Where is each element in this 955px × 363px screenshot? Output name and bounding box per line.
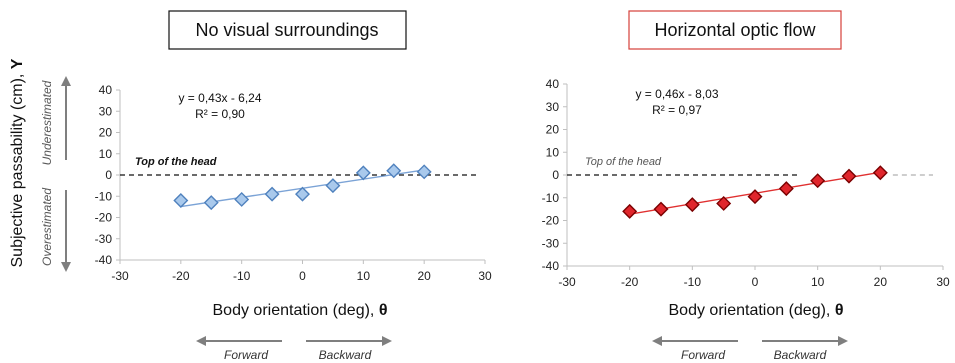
chart-2-y-tick-label: -20: [542, 214, 560, 228]
underestimated-label: Underestimated: [40, 80, 54, 165]
overestimated-arrow: [61, 190, 71, 272]
chart-1-y-tick-label: 40: [99, 83, 113, 97]
chart-1-y-tick-label: 20: [99, 126, 113, 140]
chart-2-x-tick-label: 20: [874, 275, 888, 289]
chart-2-data-point: [843, 170, 856, 183]
chart-1-title: No visual surroundings: [195, 20, 378, 40]
chart-1-backward-label: Backward: [319, 348, 372, 362]
chart-1-data-point: [235, 193, 248, 206]
chart-2-y-tick-label: 40: [546, 77, 560, 91]
chart-2-forward-label: Forward: [681, 348, 725, 362]
chart-1-data-point: [357, 166, 370, 179]
chart-2-title: Horizontal optic flow: [654, 20, 816, 40]
chart-2-x-tick-label: -30: [558, 275, 576, 289]
chart-2-r-squared: R² = 0,97: [652, 103, 702, 117]
chart-2-data-point: [780, 182, 793, 195]
chart-1-backward-arrow: [306, 336, 392, 346]
chart-2-y-tick-label: 20: [546, 123, 560, 137]
chart-1-x-tick-label: -30: [111, 269, 129, 283]
chart-1-y-tick-label: 10: [99, 147, 113, 161]
chart-1-equation: y = 0,43x - 6,24: [178, 91, 261, 105]
chart-1-no-visual-surroundings: 40 30 20 10 0 -10 -20 -30 -40 -30 -20 -10 0 10 20 30 Top…: [95, 83, 492, 283]
chart-1-data-point: [266, 188, 279, 201]
chart-1-r-squared: R² = 0,90: [195, 107, 245, 121]
overestimated-label: Overestimated: [40, 188, 54, 266]
chart-1-data-point: [418, 165, 431, 178]
chart-2-x-tick-label: 0: [752, 275, 759, 289]
chart-2-data-point: [811, 174, 824, 187]
chart-2-y-tick-label: 30: [546, 100, 560, 114]
chart-2-x-tick-label: -20: [621, 275, 639, 289]
chart-2-y-tick-label: -10: [542, 191, 560, 205]
chart-1-x-tick-label: -10: [233, 269, 251, 283]
chart-1-x-axis-label: Body orientation (deg), θ: [213, 302, 388, 319]
chart-2-data-point: [686, 198, 699, 211]
chart-2-data-point: [623, 205, 636, 218]
chart-2-equation: y = 0,46x - 8,03: [635, 87, 718, 101]
chart-1-x-tick-label: 20: [417, 269, 431, 283]
chart-1-y-tick-label: 0: [105, 168, 112, 182]
chart-2-y-tick-label: 10: [546, 145, 560, 159]
chart-2-forward-arrow: [652, 336, 738, 346]
chart-1-reference-label: Top of the head: [135, 156, 217, 168]
chart-2-horizontal-optic-flow: 40 30 20 10 0 -10 -20 -30 -40 -30 -20 -10 0 10 20 30 Top…: [542, 77, 950, 289]
chart-1-x-tick-label: 30: [478, 269, 492, 283]
chart-1-y-tick-label: 30: [99, 104, 113, 118]
y-axis-label: Subjective passability (cm), Y: [9, 58, 26, 267]
chart-2-backward-label: Backward: [774, 348, 827, 362]
chart-2-backward-arrow: [762, 336, 848, 346]
chart-2-x-axis-label: Body orientation (deg), θ: [669, 302, 844, 319]
chart-1-forward-label: Forward: [224, 348, 268, 362]
chart-1-x-tick-label: -20: [172, 269, 190, 283]
chart-2-data-point: [655, 203, 668, 216]
chart-1-data-point: [205, 196, 218, 209]
chart-1-data-point: [174, 194, 187, 207]
chart-1-y-tick-label: -10: [95, 189, 113, 203]
chart-1-y-tick-label: -40: [95, 253, 113, 267]
chart-2-data-point: [874, 166, 887, 179]
chart-2-y-tick-label: -40: [542, 259, 560, 273]
underestimated-arrow: [61, 76, 71, 160]
chart-1-x-tick-label: 10: [357, 269, 371, 283]
chart-2-x-tick-label: 10: [811, 275, 825, 289]
chart-1-y-tick-label: -30: [95, 232, 113, 246]
chart-1-x-tick-label: 0: [299, 269, 306, 283]
chart-1-forward-arrow: [196, 336, 282, 346]
chart-2-x-tick-label: -10: [684, 275, 702, 289]
chart-2-reference-label: Top of the head: [585, 156, 662, 168]
chart-1-data-point: [326, 179, 339, 192]
chart-1-y-tick-label: -20: [95, 211, 113, 225]
chart-2-y-tick-label: 0: [552, 168, 559, 182]
chart-2-x-tick-label: 30: [936, 275, 950, 289]
chart-2-y-tick-label: -30: [542, 236, 560, 250]
